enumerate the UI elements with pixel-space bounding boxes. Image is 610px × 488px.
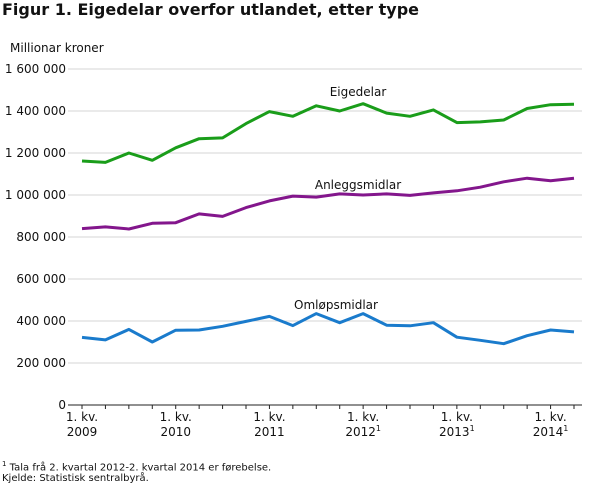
x-tick-label: 1. kv. — [253, 410, 285, 424]
annotation-label: Omløpsmidlar — [294, 298, 378, 312]
gridlines — [68, 68, 582, 364]
footnote-mark: 1 — [2, 460, 7, 468]
x-tick-label: 1. kv. — [534, 410, 566, 424]
y-tick-label: 600 000 — [16, 272, 66, 286]
x-tick-label: 2009 — [67, 425, 98, 439]
x-axis — [68, 404, 582, 409]
y-tick-label: 1 600 000 — [5, 62, 66, 76]
series-line-anleggsmidlar — [81, 176, 575, 231]
x-tick-footnote-mark: 1 — [376, 424, 381, 433]
x-tick-label: 2011 — [254, 425, 285, 439]
y-tick-label: 400 000 — [16, 314, 66, 328]
footnote-preliminary: 1 Tala frå 2. kvartal 2012-2. kvartal 20… — [2, 460, 271, 473]
figure-title: Figur 1. Eigedelar overfor utlandet, ett… — [2, 0, 419, 19]
annotation-label: Anleggsmidlar — [315, 178, 401, 192]
x-tick-label: 1. kv. — [160, 410, 192, 424]
x-tick-label: 20131 — [439, 424, 475, 439]
y-axis-label: Millionar kroner — [10, 41, 104, 55]
x-tick-label: 20141 — [533, 424, 569, 439]
x-tick-label: 2010 — [160, 425, 191, 439]
x-tick-label: 20121 — [345, 424, 381, 439]
y-tick-label: 1 000 000 — [5, 188, 66, 202]
series-line-omlopsmidlar — [81, 312, 575, 346]
x-tick-label: 1. kv. — [441, 410, 473, 424]
x-tick-footnote-mark: 1 — [470, 424, 475, 433]
y-tick-labels: 0 200 000 400 000 600 000 800 000 1 000 000 1 … — [5, 62, 66, 412]
x-tick-footnote-mark: 1 — [563, 424, 568, 433]
y-tick-label: 800 000 — [16, 230, 66, 244]
y-tick-label: 200 000 — [16, 356, 66, 370]
x-tick-label: 1. kv. — [66, 410, 98, 424]
y-tick-label: 1 200 000 — [5, 146, 66, 160]
y-tick-label: 0 — [58, 398, 66, 412]
series-lines — [81, 102, 575, 346]
annotation-label: Eigedelar — [330, 85, 387, 99]
footnote-text: Tala frå 2. kvartal 2012-2. kvartal 2014… — [6, 462, 272, 474]
series-line-eigedelar — [81, 102, 575, 164]
y-tick-label: 1 400 000 — [5, 104, 66, 118]
x-tick-label: 1. kv. — [347, 410, 379, 424]
series-annotations: Eigedelar Anleggsmidlar Omløpsmidlar — [294, 85, 401, 312]
footnote-source: Kjelde: Statistisk sentralbyrå. — [2, 473, 149, 484]
